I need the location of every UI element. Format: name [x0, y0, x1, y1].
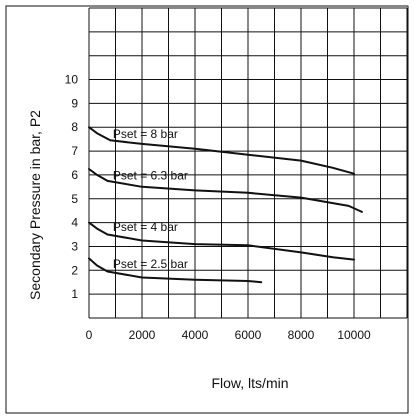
x-tick-label: 6000 [235, 328, 262, 342]
series-label: Pset = 8 bar [113, 127, 178, 141]
x-tick-label: 2000 [129, 328, 156, 342]
y-tick-label: 10 [65, 73, 79, 87]
y-tick-label: 6 [71, 168, 78, 182]
series-line [88, 126, 355, 175]
x-tick-label: 10000 [337, 328, 371, 342]
series-curves [88, 126, 363, 284]
figure-border [5, 5, 409, 414]
y-tick-label: 7 [71, 144, 78, 158]
y-tick-label: 4 [71, 216, 78, 230]
x-tick-label: 0 [86, 328, 93, 342]
y-tick-label: 8 [71, 120, 78, 134]
y-tick-label: 3 [71, 239, 78, 253]
y-tick-label: 2 [71, 263, 78, 277]
series-labels: Pset = 8 bar Pset = 6.3 bar Pset = 4 bar Ps… [113, 127, 188, 271]
grid [88, 7, 408, 319]
y-tick-label: 9 [71, 96, 78, 110]
x-tick-label: 4000 [182, 328, 209, 342]
series-label: Pset = 6.3 bar [113, 169, 188, 183]
y-axis-label: Secondary Pressure in bar, P2 [27, 110, 43, 300]
series-line [88, 168, 363, 213]
y-tick-label: 5 [71, 192, 78, 206]
series-label: Pset = 2.5 bar [113, 257, 188, 271]
x-axis-label: Flow, lts/min [211, 375, 288, 391]
series-label: Pset = 4 bar [113, 220, 178, 234]
y-tick-label: 1 [71, 287, 78, 301]
y-tick-labels: 1 2 3 4 5 6 7 8 9 10 [65, 73, 79, 302]
x-tick-label: 8000 [288, 328, 315, 342]
x-tick-labels: 0 2000 4000 6000 8000 10000 [86, 328, 371, 342]
series-line [88, 257, 263, 284]
series-line [88, 221, 355, 261]
